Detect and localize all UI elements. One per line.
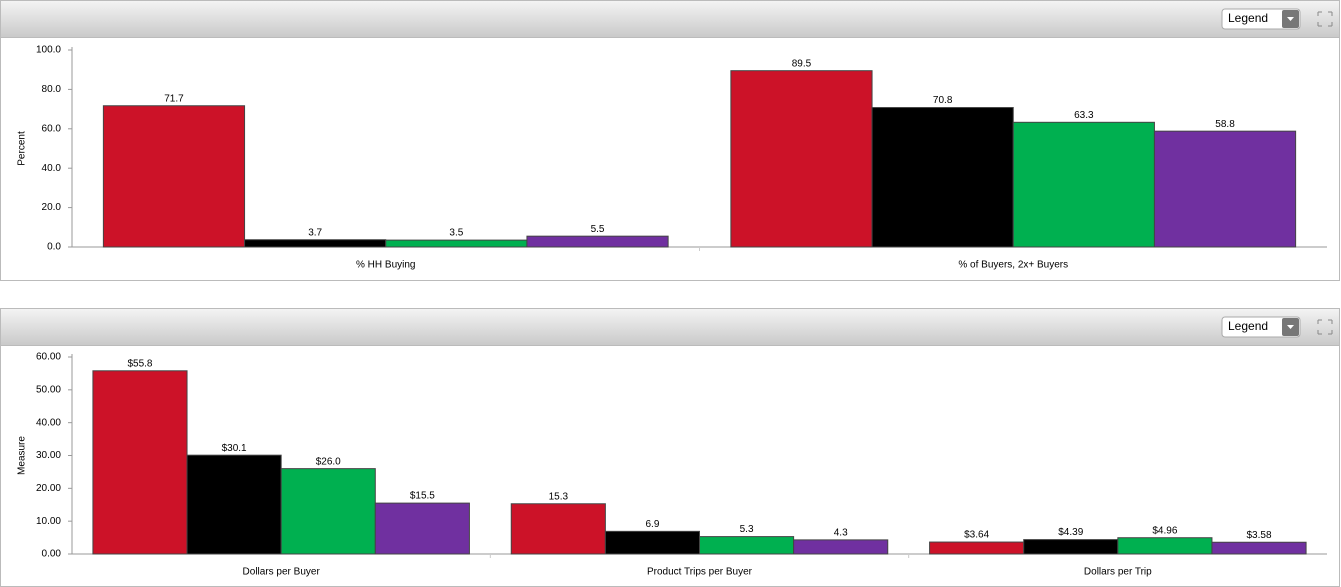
value-label: $3.58 xyxy=(1247,530,1272,541)
y-axis-title: Measure xyxy=(17,436,28,475)
bar xyxy=(604,530,700,555)
bar xyxy=(244,239,387,248)
y-tick-label: 60.00 xyxy=(36,352,61,363)
bar xyxy=(186,454,282,555)
value-label: 70.8 xyxy=(933,95,953,106)
bar xyxy=(1012,121,1155,248)
value-label: 5.5 xyxy=(591,224,605,235)
bar xyxy=(1211,541,1307,555)
value-label: 71.7 xyxy=(164,93,184,104)
y-tick-label: 80.0 xyxy=(42,84,62,95)
y-tick-label: 60.0 xyxy=(42,123,62,134)
x-tick-label: % of Buyers, 2x+ Buyers xyxy=(958,260,1068,271)
y-tick-label: 10.00 xyxy=(36,516,61,527)
value-label: $4.96 xyxy=(1152,525,1177,536)
bar xyxy=(374,502,470,555)
bar xyxy=(385,239,528,248)
legend-label[interactable]: Legend xyxy=(1228,11,1268,25)
value-label: 89.5 xyxy=(792,58,812,69)
value-label: 58.8 xyxy=(1215,119,1235,130)
bar xyxy=(526,235,669,248)
value-label: 63.3 xyxy=(1074,110,1094,121)
bar xyxy=(510,503,606,555)
y-tick-label: 30.00 xyxy=(36,450,61,461)
value-label: 5.3 xyxy=(740,524,754,535)
dropdown-arrow xyxy=(1287,325,1294,329)
y-tick-label: 40.0 xyxy=(42,163,62,174)
y-tick-label: 50.00 xyxy=(36,384,61,395)
value-label: 3.5 xyxy=(449,228,463,239)
panel-header xyxy=(0,0,1340,38)
bar xyxy=(280,468,376,555)
x-tick-label: Dollars per Buyer xyxy=(243,567,321,578)
value-label: $3.64 xyxy=(964,530,989,541)
legend-dropdown[interactable] xyxy=(1221,8,1301,30)
expand-icon[interactable] xyxy=(1317,319,1333,335)
legend-dropdown[interactable] xyxy=(1221,316,1301,338)
bar xyxy=(1117,537,1213,555)
dropdown-arrow xyxy=(1287,17,1294,21)
bar xyxy=(699,536,795,555)
bar xyxy=(1153,130,1297,248)
bar xyxy=(92,370,188,555)
bar xyxy=(730,70,873,248)
value-label: $4.39 xyxy=(1058,527,1083,538)
legend-label[interactable]: Legend xyxy=(1228,319,1268,333)
y-axis-title: Percent xyxy=(17,131,28,166)
bar xyxy=(929,541,1025,555)
y-tick-label: 40.00 xyxy=(36,417,61,428)
value-label: $55.8 xyxy=(127,358,152,369)
value-label: 15.3 xyxy=(549,491,569,502)
y-tick-label: 20.0 xyxy=(42,202,62,213)
x-tick-label: % HH Buying xyxy=(356,260,415,271)
panel-header xyxy=(0,308,1340,346)
y-tick-label: 20.00 xyxy=(36,483,61,494)
bar xyxy=(102,105,246,248)
bar xyxy=(793,539,889,555)
value-label: $15.5 xyxy=(410,491,435,502)
expand-icon[interactable] xyxy=(1317,11,1333,27)
value-label: 6.9 xyxy=(645,519,659,530)
x-tick-label: Product Trips per Buyer xyxy=(647,567,753,578)
y-tick-label: 0.00 xyxy=(42,549,62,560)
bar xyxy=(871,107,1014,248)
value-label: 4.3 xyxy=(834,528,848,539)
x-tick-label: Dollars per Trip xyxy=(1084,567,1152,578)
y-tick-label: 0.0 xyxy=(47,242,61,253)
value-label: $26.0 xyxy=(316,456,341,467)
value-label: 3.7 xyxy=(308,227,322,238)
value-label: $30.1 xyxy=(222,443,247,454)
bar xyxy=(1023,539,1119,555)
y-tick-label: 100.0 xyxy=(36,45,61,56)
